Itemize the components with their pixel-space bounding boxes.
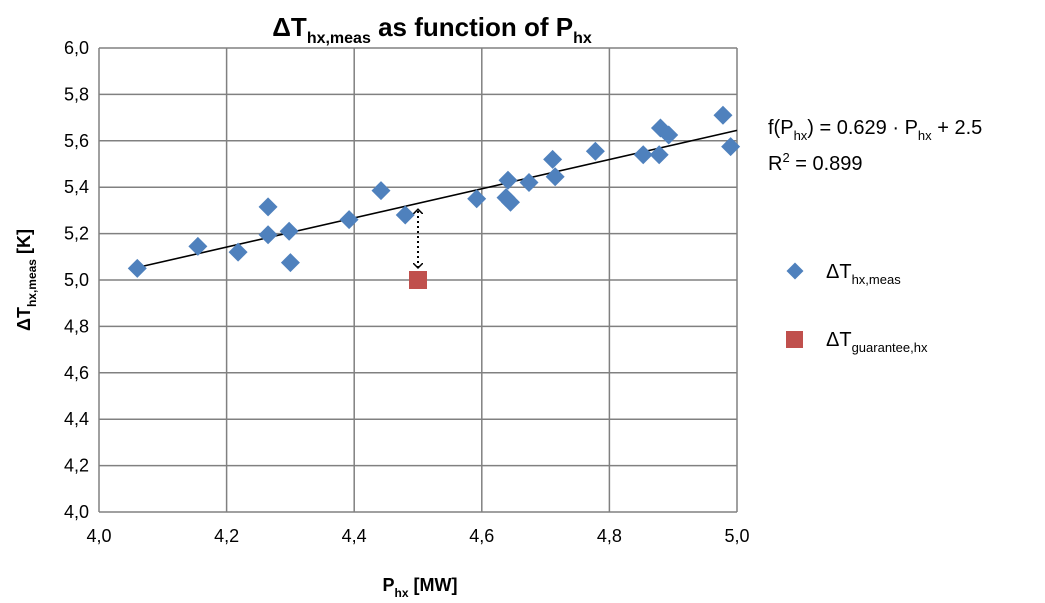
y-tick-label: 5,6	[64, 131, 89, 151]
legend-meas-main: ΔT	[826, 261, 852, 283]
legend-guar-sub: guarantee,hx	[852, 340, 928, 355]
chart-title: ΔThx,meas as function of Phx	[272, 12, 592, 47]
xlabel-sub: hx	[395, 586, 409, 600]
y-tick-label: 4,4	[64, 409, 89, 429]
data-point-meas	[659, 125, 679, 145]
data-point-meas	[258, 197, 278, 217]
legend-label-meas: ΔThx,meas	[826, 261, 901, 287]
ylabel-main: ΔT	[14, 307, 34, 331]
legend-marker-meas	[786, 262, 804, 280]
trendline-equation: f(Phx) = 0.629 · Phx + 2.5	[768, 117, 982, 143]
data-point-meas	[543, 149, 563, 169]
data-point-meas	[395, 205, 415, 225]
y-tick-label: 5,4	[64, 177, 89, 197]
legend-marker-guarantee	[786, 331, 803, 348]
title-sub2: hx	[573, 30, 592, 47]
y-tick-label: 4,8	[64, 316, 89, 336]
legend: ΔThx,meas ΔTguarantee,hx	[786, 261, 928, 355]
data-point-meas	[127, 258, 147, 278]
eq-f: f(P	[768, 117, 794, 139]
data-point-meas	[585, 141, 605, 161]
x-axis-label: Phx [MW]	[382, 575, 457, 600]
title-main: ΔT	[272, 12, 307, 42]
data-point-meas	[279, 221, 299, 241]
data-point-meas	[371, 181, 391, 201]
y-tick-label: 5,2	[64, 224, 89, 244]
data-point-meas	[721, 137, 741, 157]
y-axis-label: ΔThx,meas [K]	[14, 229, 39, 331]
x-tick-label: 4,4	[342, 526, 367, 546]
data-point-meas	[258, 225, 278, 245]
legend-guar-main: ΔT	[826, 329, 852, 351]
r2-r: R	[768, 153, 782, 175]
r2-sup: 2	[782, 150, 789, 165]
legend-meas-sub: hx,meas	[852, 272, 902, 287]
xlabel-main: P	[382, 575, 394, 595]
data-points	[127, 105, 741, 289]
r-squared: R2 = 0.899	[768, 150, 863, 175]
axis-ticks: 4,0 4,2 4,4 4,6 4,8 5,0 5,2 5,4 5,6 5,8 6,0 4,0 4,2 4…	[64, 38, 750, 546]
x-tick-label: 4,8	[597, 526, 622, 546]
x-tick-label: 4,6	[469, 526, 494, 546]
legend-label-guarantee: ΔTguarantee,hx	[826, 329, 928, 355]
title-sub: hx,meas	[307, 30, 371, 47]
y-tick-label: 4,0	[64, 502, 89, 522]
xlabel-rest: [MW]	[409, 575, 458, 595]
y-tick-label: 6,0	[64, 38, 89, 58]
eq-fsub: hx	[794, 128, 808, 143]
data-point-meas	[545, 167, 565, 187]
y-tick-label: 5,8	[64, 84, 89, 104]
data-point-meas	[501, 192, 521, 212]
data-point-meas	[633, 145, 653, 165]
eq-end: + 2.5	[932, 117, 983, 139]
y-tick-label: 4,6	[64, 363, 89, 383]
data-point-meas	[280, 253, 300, 273]
y-tick-label: 5,0	[64, 270, 89, 290]
x-tick-label: 4,2	[214, 526, 239, 546]
x-tick-label: 4,0	[86, 526, 111, 546]
title-mid: as function of P	[371, 12, 573, 42]
y-tick-label: 4,2	[64, 456, 89, 476]
data-point-meas	[713, 105, 733, 125]
data-point-guarantee	[409, 271, 427, 289]
data-point-meas	[188, 236, 208, 256]
data-point-meas	[519, 173, 539, 193]
data-point-meas	[467, 189, 487, 209]
x-tick-label: 5,0	[724, 526, 749, 546]
data-point-meas	[339, 210, 359, 230]
eq-psub: hx	[918, 128, 932, 143]
eq-mid: ) = 0.629 · P	[807, 117, 918, 139]
ylabel-rest: [K]	[14, 229, 34, 259]
data-point-meas	[649, 145, 669, 165]
data-point-meas	[498, 170, 518, 190]
data-point-meas	[228, 242, 248, 262]
r2-rest: = 0.899	[790, 153, 863, 175]
ylabel-sub: hx,meas	[25, 259, 39, 307]
